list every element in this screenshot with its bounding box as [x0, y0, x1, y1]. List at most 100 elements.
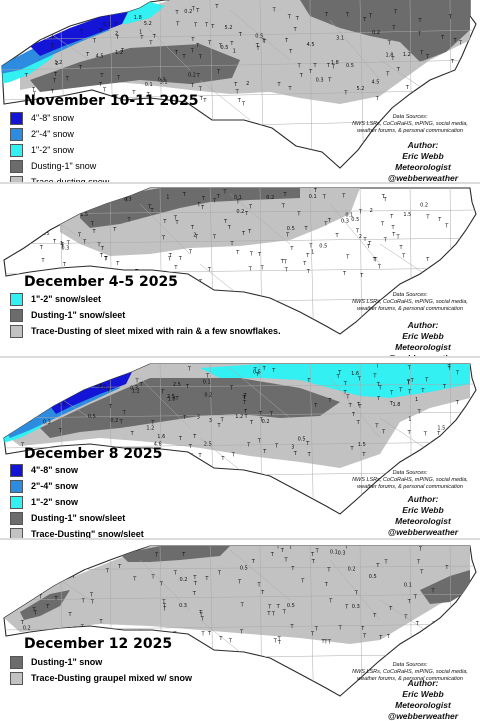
trace-marker: T — [60, 242, 65, 248]
trace-marker: T — [188, 444, 193, 450]
trace-marker: T — [249, 252, 254, 258]
trace-marker: T — [178, 256, 183, 262]
trace-marker: T — [377, 265, 382, 271]
legend-swatch — [10, 671, 23, 685]
trace-marker: T — [223, 219, 228, 225]
legend-label: Trace-dusting snow — [31, 177, 110, 182]
snowfall-value: 3.1 — [336, 36, 344, 42]
author-line: Eric Webb — [402, 331, 444, 341]
trace-marker: T — [23, 581, 28, 587]
trace-marker: T — [341, 194, 346, 200]
snowfall-value: 1.2 — [115, 50, 123, 56]
snowfall-value: 0.5 — [253, 369, 261, 375]
trace-marker: T — [257, 438, 262, 444]
trace-marker: T — [448, 15, 453, 21]
trace-marker: T — [185, 384, 190, 390]
trace-marker: T — [280, 548, 285, 554]
trace-marker: T — [366, 244, 371, 250]
trace-marker: T — [326, 63, 331, 69]
trace-marker: T — [449, 454, 454, 460]
trace-marker: T — [82, 240, 87, 246]
author-line: Meteorologist — [395, 162, 451, 172]
legend-item: 4"-8" snow — [10, 110, 109, 126]
trace-marker: T — [20, 443, 25, 449]
trace-marker: T — [344, 604, 349, 610]
trace-marker: T — [160, 389, 165, 395]
trace-marker: T — [147, 204, 152, 210]
trace-marker: T — [102, 88, 107, 94]
trace-marker: T — [230, 241, 235, 247]
snowfall-value: 0.3 — [338, 550, 346, 556]
legend-swatch — [10, 308, 23, 322]
trace-marker: T — [431, 588, 436, 594]
trace-marker: T — [190, 83, 195, 89]
snowfall-value: 0.5 — [369, 574, 377, 580]
snowfall-value: 3 — [197, 414, 200, 420]
legend-item: 1"-2" snow — [10, 142, 109, 158]
snowfall-value: 1 — [311, 249, 314, 255]
trace-marker: T — [194, 234, 199, 240]
trace-marker: T — [98, 29, 103, 35]
trace-marker: T — [295, 16, 300, 22]
legend: 4"-8" snow 2"-4" snow 1"-2" snow Dusting-1"… — [10, 110, 109, 182]
trace-marker: T — [396, 67, 401, 73]
snowfall-value: 1.6 — [157, 434, 165, 440]
snowfall-value: 4.6 — [30, 374, 38, 380]
dusting-zone — [20, 590, 70, 620]
snowfall-value: 1 — [38, 398, 41, 404]
trace-marker: T — [53, 72, 58, 78]
trace-marker: T — [297, 64, 302, 70]
trace-marker: T — [359, 273, 364, 279]
trace-marker: T — [212, 199, 217, 205]
snowfall-value: 4.6 — [95, 383, 103, 389]
trace-marker: T — [192, 591, 197, 597]
trace-marker: T — [39, 245, 44, 251]
trace-marker: T — [350, 446, 355, 452]
trace-marker: T — [237, 98, 242, 104]
trace-marker: T — [336, 374, 341, 380]
snowfall-value: 0.3 — [36, 14, 44, 20]
trace-marker: T — [248, 267, 253, 273]
trace-marker: T — [60, 244, 65, 250]
trace-marker: T — [357, 404, 362, 410]
snowfall-value: 1.8 — [98, 385, 106, 391]
panel-title: December 4-5 2025 — [24, 274, 178, 290]
legend-swatch — [10, 479, 23, 493]
trace-marker: T — [417, 32, 422, 38]
trace-marker: T — [323, 222, 328, 228]
legend-swatch — [10, 511, 23, 525]
trace-marker: T — [108, 404, 113, 410]
trace-marker: T — [453, 38, 458, 44]
trace-marker: T — [196, 73, 201, 79]
trace-marker: T — [220, 456, 225, 462]
trace-marker: T — [277, 82, 282, 88]
trace-marker: T — [199, 96, 204, 102]
trace-marker: T — [436, 431, 441, 437]
trace-marker: T — [79, 29, 84, 35]
trace-marker: T — [31, 379, 36, 385]
trace-marker: T — [383, 197, 388, 203]
snowfall-value: 4.5 — [372, 80, 380, 86]
trace-marker: T — [343, 91, 348, 97]
trace-marker: T — [262, 366, 267, 372]
trace-marker: T — [243, 409, 248, 415]
trace-marker: T — [52, 239, 57, 245]
trace-marker: T — [152, 34, 157, 40]
trace-marker: T — [192, 575, 197, 581]
trace-marker: T — [288, 86, 293, 92]
legend-item: Trace-Dusting graupel mixed w/ snow — [10, 670, 192, 686]
snowfall-value: 2 — [246, 81, 249, 87]
legend-swatch — [10, 324, 23, 338]
trace-marker: T — [151, 575, 156, 581]
trace-marker: T — [389, 391, 394, 397]
trace-marker: T — [111, 544, 116, 550]
trace-marker: T — [242, 395, 247, 401]
trace-marker: T — [115, 261, 120, 267]
trace-marker: T — [247, 229, 252, 235]
trace-marker: T — [198, 453, 203, 459]
trace-marker: T — [407, 366, 412, 372]
trace-marker: T — [384, 559, 389, 565]
trace-marker: T — [374, 423, 379, 429]
trace-marker: T — [444, 224, 449, 230]
